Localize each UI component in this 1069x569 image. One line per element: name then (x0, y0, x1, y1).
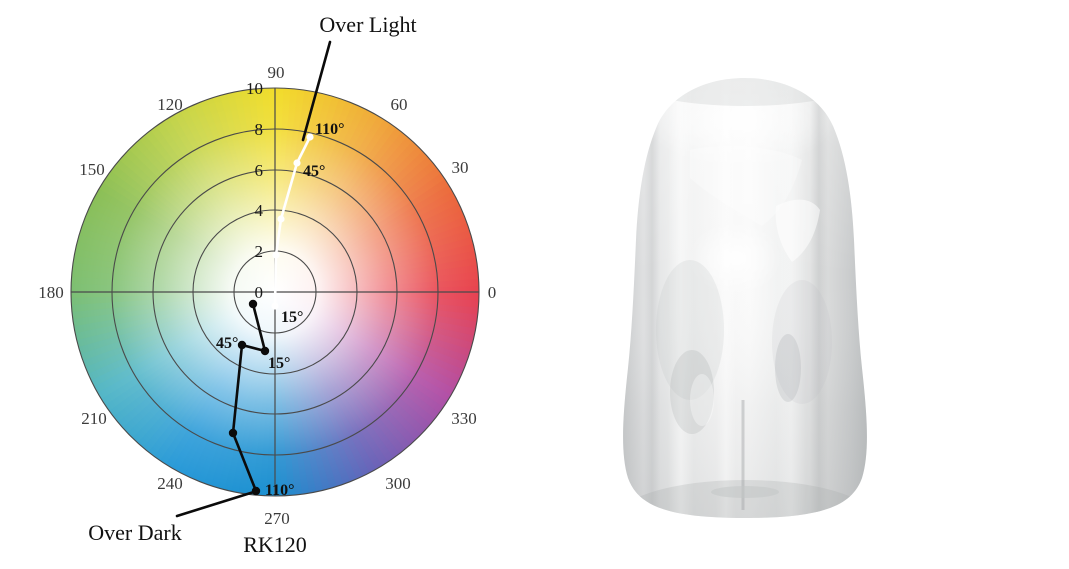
angular-tick-240: 240 (157, 474, 183, 493)
data-point (293, 159, 301, 167)
angular-tick-0: 0 (488, 283, 497, 302)
radial-tick-10: 10 (246, 79, 263, 98)
data-point (248, 299, 258, 309)
angular-tick-180: 180 (38, 283, 64, 302)
emboss-mark (711, 486, 779, 498)
angular-tick-270: 270 (264, 509, 290, 528)
angle-annotation: 15° (268, 355, 290, 372)
plot-title: RK120 (243, 532, 307, 557)
angle-annotation: 110° (265, 482, 295, 499)
top-shade (630, 78, 860, 106)
angle-annotation: 110° (315, 121, 345, 138)
angular-tick-90: 90 (268, 63, 285, 82)
left-panel-polar-plot: 0 30 60 90 120 150 180 210 240 270 300 330 0 2 4 6 8 10 … (38, 12, 496, 557)
mottle-a (670, 350, 714, 434)
mottle-b (690, 374, 714, 426)
color-wheel (71, 88, 479, 496)
angle-annotation: 45° (216, 335, 238, 352)
callout-label-over-dark: Over Dark (88, 520, 181, 545)
shade-streak-left (644, 78, 660, 518)
bottom-shade (623, 480, 867, 518)
radial-tick-2: 2 (255, 242, 264, 261)
reflection-left (656, 260, 724, 400)
streak-mid (716, 78, 736, 518)
callout-leader-over-light (301, 40, 332, 142)
data-point (277, 215, 285, 223)
angular-tick-150: 150 (79, 160, 105, 179)
angular-tick-30: 30 (452, 158, 469, 177)
streak-left (668, 78, 694, 518)
facet-windshield (690, 145, 802, 226)
facet-side-glass (775, 199, 820, 262)
callout-leader-over-dark (175, 489, 259, 518)
radial-tick-4: 4 (255, 201, 264, 220)
streak-right (776, 78, 806, 518)
reflection-right (772, 280, 832, 404)
series-over-dark: 15° 45° 15° 110° (216, 299, 303, 499)
shade-streak-right (810, 78, 828, 518)
angular-tick-300: 300 (385, 474, 411, 493)
data-point (237, 340, 247, 350)
radial-tick-0: 0 (255, 283, 264, 302)
paint-sample-body (623, 78, 867, 518)
angle-annotation: 45° (303, 163, 325, 180)
radial-tick-6: 6 (255, 161, 264, 180)
angular-tick-120: 120 (157, 95, 183, 114)
right-panel-sample (540, 0, 1069, 569)
data-point (272, 251, 280, 259)
angular-tick-330: 330 (451, 409, 477, 428)
data-point (228, 428, 238, 438)
paint-sample-svg (623, 78, 867, 518)
data-point (271, 302, 279, 310)
mottle-c (775, 334, 801, 402)
angular-tick-60: 60 (391, 95, 408, 114)
callout-label-over-light: Over Light (319, 12, 416, 37)
radial-tick-8: 8 (255, 120, 264, 139)
series-over-light: 110° 45° (271, 121, 345, 310)
radial-tick-labels: 0 2 4 6 8 10 (246, 79, 264, 302)
callout-group: Over Light Over Dark (88, 12, 416, 545)
angle-annotation: 15° (281, 309, 303, 326)
sample-shading (623, 78, 867, 518)
data-point (306, 133, 314, 141)
angular-tick-210: 210 (81, 409, 107, 428)
data-point (260, 346, 270, 356)
